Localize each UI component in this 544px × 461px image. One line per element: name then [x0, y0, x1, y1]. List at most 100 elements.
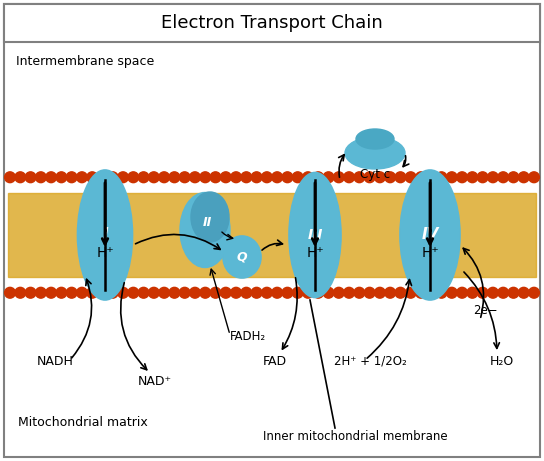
Ellipse shape [77, 170, 133, 300]
Circle shape [272, 172, 282, 183]
Circle shape [436, 287, 447, 298]
Circle shape [46, 287, 57, 298]
Text: Intermembrane space: Intermembrane space [16, 55, 154, 68]
Circle shape [251, 287, 262, 298]
Text: Inner mitochondrial membrane: Inner mitochondrial membrane [263, 430, 447, 443]
Circle shape [97, 287, 108, 298]
Circle shape [77, 287, 88, 298]
Circle shape [344, 287, 355, 298]
Circle shape [456, 287, 467, 298]
Circle shape [456, 172, 467, 183]
Circle shape [220, 287, 231, 298]
Text: NADH: NADH [36, 355, 73, 368]
Circle shape [118, 172, 128, 183]
Circle shape [4, 287, 15, 298]
Text: H₂O: H₂O [490, 355, 514, 368]
Circle shape [138, 172, 149, 183]
Circle shape [333, 287, 344, 298]
Text: Electron Transport Chain: Electron Transport Chain [161, 14, 383, 32]
Circle shape [87, 172, 97, 183]
Text: H⁺: H⁺ [421, 246, 439, 260]
Circle shape [210, 287, 221, 298]
Circle shape [169, 287, 180, 298]
Circle shape [385, 172, 395, 183]
Circle shape [385, 287, 395, 298]
Circle shape [251, 172, 262, 183]
Text: III: III [307, 228, 323, 242]
FancyBboxPatch shape [4, 4, 540, 457]
Circle shape [15, 287, 26, 298]
Circle shape [508, 172, 519, 183]
Circle shape [15, 172, 26, 183]
Circle shape [87, 287, 97, 298]
Circle shape [323, 287, 334, 298]
Circle shape [364, 172, 375, 183]
Circle shape [128, 287, 139, 298]
Circle shape [4, 172, 15, 183]
Circle shape [56, 172, 67, 183]
Circle shape [529, 287, 540, 298]
Circle shape [77, 172, 88, 183]
Ellipse shape [223, 236, 261, 278]
Circle shape [395, 287, 406, 298]
Circle shape [128, 172, 139, 183]
Circle shape [25, 287, 36, 298]
Circle shape [467, 172, 478, 183]
FancyBboxPatch shape [4, 4, 540, 42]
Text: H⁺: H⁺ [306, 246, 324, 260]
Text: I: I [102, 227, 108, 242]
Circle shape [107, 172, 118, 183]
Circle shape [35, 172, 46, 183]
Circle shape [426, 172, 437, 183]
Circle shape [354, 287, 364, 298]
Circle shape [395, 172, 406, 183]
Circle shape [159, 172, 170, 183]
Circle shape [180, 172, 190, 183]
Circle shape [416, 287, 426, 298]
Circle shape [292, 287, 303, 298]
Ellipse shape [356, 129, 394, 149]
Bar [8, 193, 536, 277]
Text: 2e−: 2e− [473, 303, 497, 317]
Ellipse shape [180, 193, 230, 267]
Circle shape [405, 172, 416, 183]
Circle shape [107, 287, 118, 298]
Circle shape [333, 172, 344, 183]
Circle shape [354, 172, 364, 183]
Text: II: II [202, 217, 212, 230]
Ellipse shape [289, 172, 341, 297]
Circle shape [241, 287, 252, 298]
Circle shape [426, 287, 437, 298]
Circle shape [210, 172, 221, 183]
Circle shape [231, 172, 242, 183]
Circle shape [200, 287, 211, 298]
Circle shape [35, 287, 46, 298]
Circle shape [518, 287, 529, 298]
Circle shape [313, 172, 324, 183]
Text: NAD⁺: NAD⁺ [138, 375, 172, 388]
Circle shape [272, 287, 282, 298]
Circle shape [220, 172, 231, 183]
Circle shape [180, 287, 190, 298]
Circle shape [529, 172, 540, 183]
Circle shape [138, 287, 149, 298]
Circle shape [66, 287, 77, 298]
Circle shape [477, 287, 488, 298]
Circle shape [436, 172, 447, 183]
Circle shape [374, 287, 385, 298]
Circle shape [241, 172, 252, 183]
Circle shape [189, 172, 200, 183]
Text: FADH₂: FADH₂ [230, 330, 266, 343]
Circle shape [313, 287, 324, 298]
Circle shape [97, 172, 108, 183]
Circle shape [159, 287, 170, 298]
Circle shape [118, 287, 128, 298]
Circle shape [282, 172, 293, 183]
Circle shape [231, 287, 242, 298]
Circle shape [56, 287, 67, 298]
Circle shape [262, 287, 272, 298]
Circle shape [374, 172, 385, 183]
Circle shape [302, 287, 313, 298]
Circle shape [282, 287, 293, 298]
Circle shape [302, 172, 313, 183]
